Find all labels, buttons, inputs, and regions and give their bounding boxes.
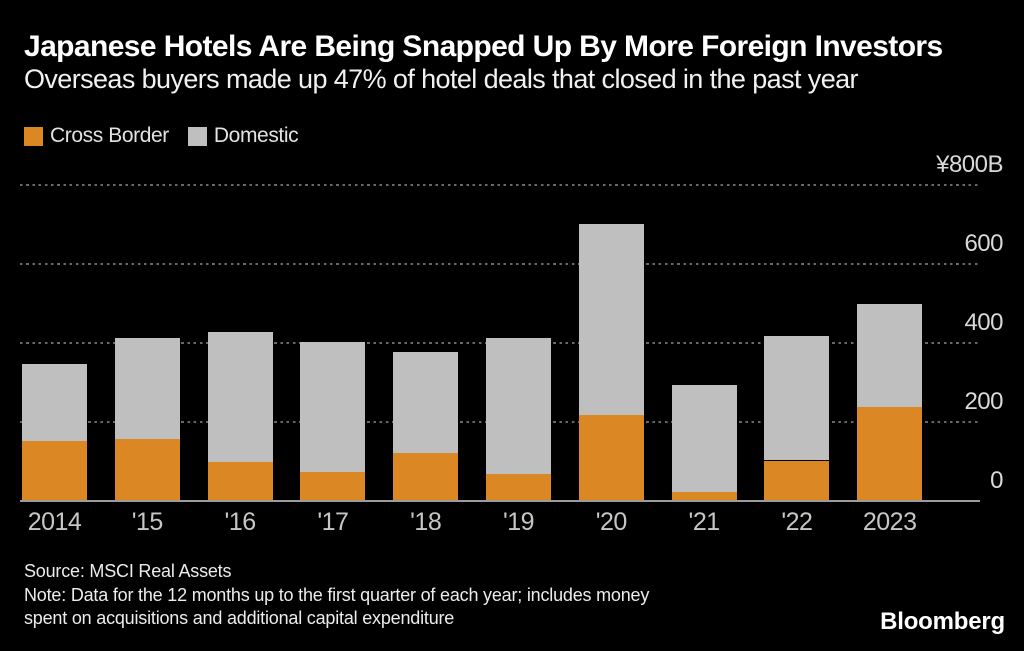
legend-label-cross-border: Cross Border [50,124,169,147]
chart-title: Japanese Hotels Are Being Snapped Up By … [24,30,943,63]
bar-16-cross-border [207,462,273,500]
y-tick-label-400: 400 [964,309,1003,336]
x-tick-label-18: '18 [410,508,442,536]
x-tick-label-2023: 2023 [862,508,917,536]
bar-17-domestic [300,342,366,473]
x-tick-label-22: '22 [781,508,813,536]
bar-2023-domestic [857,304,923,408]
bar-15-domestic [114,338,180,439]
bar-22-domestic [764,336,830,461]
legend: Cross Border Domestic [24,124,299,148]
bar-15-cross-border [114,438,180,500]
data-note-line-2: spent on acquisitions and additional cap… [24,608,455,628]
y-tick-label-600: 600 [964,230,1003,257]
gridline-800 [20,184,980,186]
bar-16-domestic [207,332,273,463]
bar-19-cross-border [486,474,551,500]
bar-19-domestic [486,338,551,475]
legend-label-domestic: Domestic [213,124,299,147]
y-tick-label-200: 200 [964,388,1003,415]
bar-2014-cross-border [22,440,87,500]
legend-item-domestic: Domestic [187,124,299,148]
x-tick-label-20: '20 [595,508,628,536]
x-tick-label-16: '16 [224,508,257,536]
bar-21-cross-border [671,492,737,500]
x-tick-label-17: '17 [317,508,349,536]
bar-17-cross-border [300,472,366,500]
y-tick-label-0: 0 [990,467,1003,494]
bar-21-domestic [671,385,737,493]
bar-20-domestic [578,223,644,416]
y-tick-label-800: ¥800B [936,151,1003,178]
data-note-line-1: Note: Data for the 12 months up to the f… [24,585,650,605]
x-tick-label-19: '19 [502,508,535,536]
bar-18-cross-border [393,452,459,500]
bar-18-domestic [393,351,459,453]
bar-22-cross-border [764,460,830,500]
legend-item-cross-border: Cross Border [24,124,169,148]
x-tick-label-15: '15 [131,508,164,536]
source-note: Source: MSCI Real Assets [24,561,232,581]
bloomberg-logo: Bloomberg [880,608,1005,635]
legend-swatch-domestic-icon [187,126,207,146]
bar-2023-cross-border [857,407,923,500]
gridline-600 [20,263,980,265]
x-tick-label-2014: 2014 [27,508,82,536]
legend-swatch-cross-border-icon [24,126,43,146]
chart-subtitle: Overseas buyers made up 47% of hotel dea… [24,64,859,94]
bar-2014-domestic [22,363,87,441]
x-tick-label-21: '21 [688,508,721,536]
x-axis-line [20,500,980,502]
bar-20-cross-border [578,415,644,500]
